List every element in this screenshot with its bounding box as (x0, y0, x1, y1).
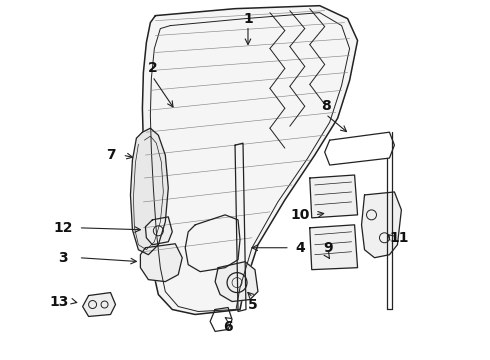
Text: 3: 3 (58, 251, 68, 265)
Text: 10: 10 (290, 208, 310, 222)
Polygon shape (130, 128, 168, 255)
Polygon shape (141, 244, 182, 282)
Polygon shape (310, 225, 358, 270)
Polygon shape (215, 262, 258, 302)
Polygon shape (83, 293, 116, 316)
Polygon shape (143, 6, 358, 315)
Text: 6: 6 (223, 320, 233, 334)
Polygon shape (310, 175, 358, 218)
Text: 11: 11 (390, 231, 409, 245)
Text: 4: 4 (295, 241, 305, 255)
Text: 2: 2 (147, 62, 157, 76)
Text: 5: 5 (248, 297, 258, 311)
Text: 12: 12 (53, 221, 73, 235)
Polygon shape (146, 217, 172, 245)
Polygon shape (362, 192, 401, 258)
Text: 9: 9 (323, 241, 333, 255)
Text: 8: 8 (321, 99, 331, 113)
Text: 7: 7 (106, 148, 115, 162)
Text: 13: 13 (49, 294, 69, 309)
Text: 1: 1 (243, 12, 253, 26)
